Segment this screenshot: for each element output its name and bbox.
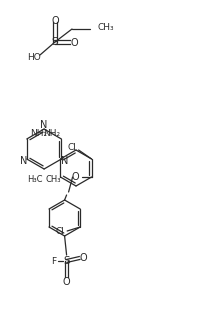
Text: O: O	[63, 277, 70, 287]
Text: O: O	[80, 253, 87, 263]
Text: Cl: Cl	[67, 143, 76, 152]
Text: CH₃: CH₃	[45, 174, 61, 183]
Text: S: S	[52, 37, 58, 47]
Text: H₃C: H₃C	[27, 174, 43, 183]
Text: N: N	[61, 156, 69, 166]
Text: O: O	[70, 38, 78, 48]
Text: Cl: Cl	[56, 227, 65, 236]
Text: N: N	[20, 156, 27, 166]
Text: F: F	[51, 256, 56, 265]
Text: HO: HO	[27, 53, 41, 62]
Text: CH₃: CH₃	[98, 24, 115, 33]
Text: NH₂: NH₂	[30, 130, 47, 139]
Text: O: O	[72, 172, 79, 182]
Text: N: N	[40, 120, 48, 130]
Text: S: S	[63, 256, 70, 266]
Text: NH₂: NH₂	[43, 130, 60, 139]
Text: O: O	[51, 16, 59, 26]
